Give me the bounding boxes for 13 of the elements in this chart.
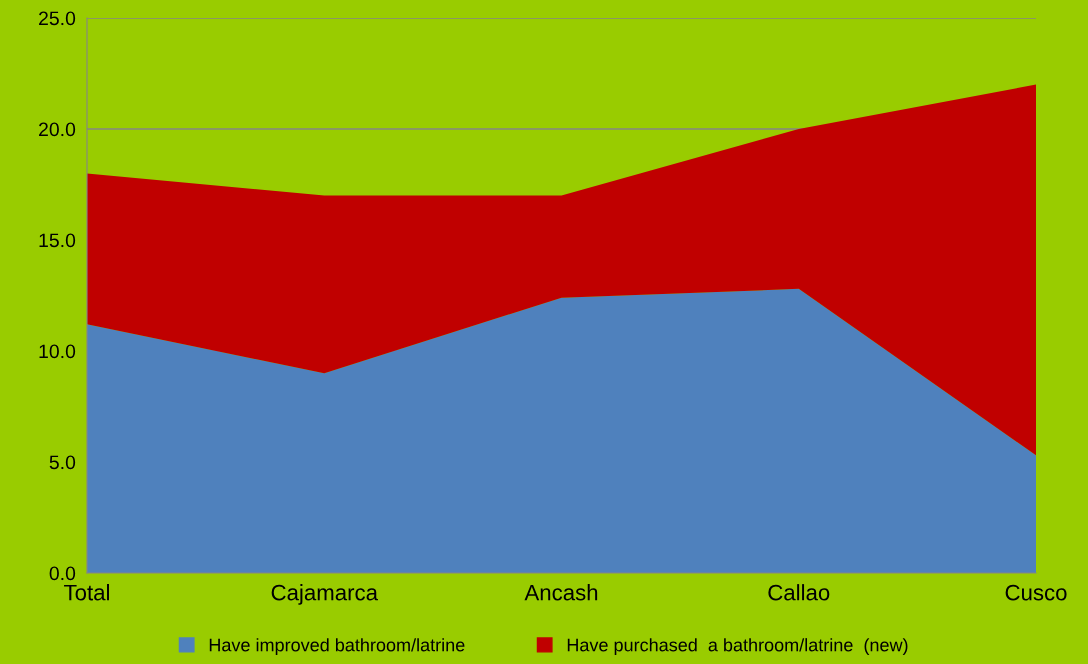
y-tick-label: 15.0 (39, 233, 76, 248)
x-tick-label: Cajamarca (271, 584, 378, 605)
x-tick-label: Ancash (524, 584, 598, 601)
legend-label: Have purchased a bathroom/latrine (new) (567, 638, 908, 655)
x-tick-label: Total (64, 584, 109, 601)
y-tick-label: 0.0 (49, 566, 76, 581)
x-tick-label: Cusco (1005, 584, 1067, 601)
y-tick-label: 10.0 (39, 344, 76, 359)
x-tick-label: Callao (768, 584, 830, 601)
y-tick-label: 5.0 (49, 455, 76, 470)
legend-label: Have improved bathroom/latrine (209, 638, 465, 655)
y-tick-label: 20.0 (39, 122, 76, 137)
y-tick-label: 25.0 (39, 11, 76, 26)
